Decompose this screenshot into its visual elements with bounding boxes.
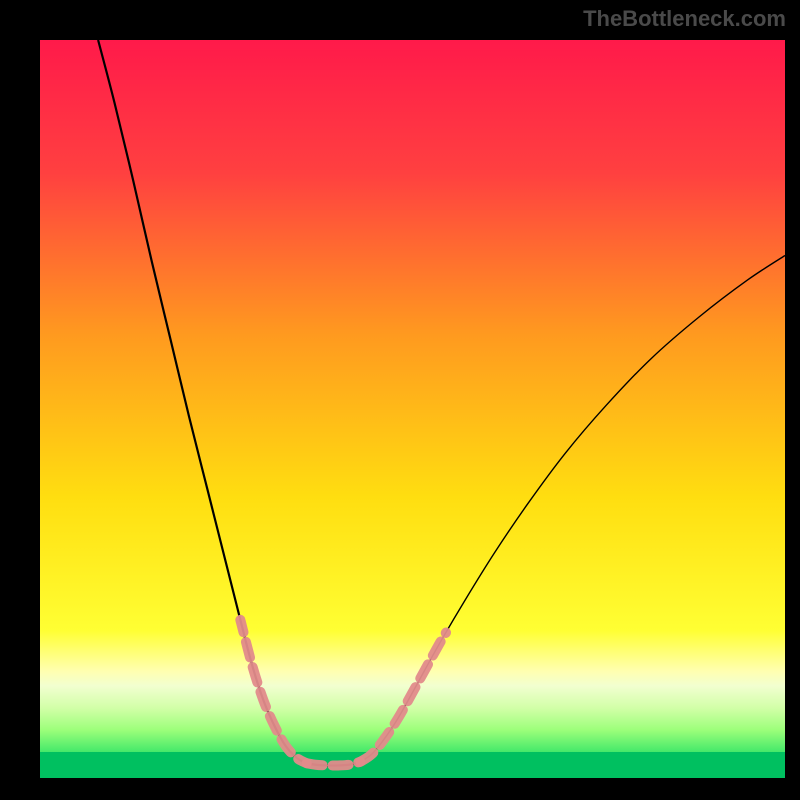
curve-left bbox=[98, 40, 316, 765]
dash-overlay-left bbox=[240, 620, 306, 763]
curve-right bbox=[360, 256, 785, 762]
chart-curves-svg bbox=[40, 40, 785, 778]
dash-overlay-bottom bbox=[307, 762, 361, 766]
chart-plot-area bbox=[40, 40, 785, 778]
watermark-text: TheBottleneck.com bbox=[583, 6, 786, 32]
dash-overlay-right bbox=[360, 633, 446, 762]
